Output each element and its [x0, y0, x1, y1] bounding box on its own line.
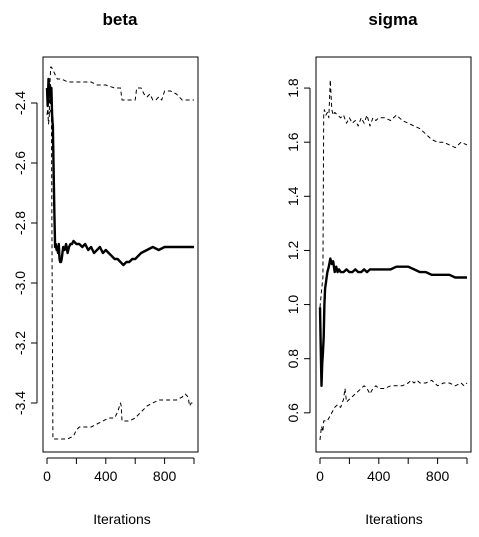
beta-title: beta: [103, 10, 139, 29]
beta-y-tick-label: -3.4: [12, 391, 28, 415]
beta-panel: beta Iterations 0 400 800 -3.4 -3.2 -3.0 -2.8 -…: [12, 10, 198, 527]
beta-y-tick-label: -2.4: [12, 91, 28, 115]
sigma-y-tick-label: 1.6: [285, 132, 301, 152]
sigma-panel: sigma Iterations 0 400 800 0.6 0.8 1.0 1.2 1.4 1…: [285, 10, 471, 527]
beta-y-tick-label: -3.0: [12, 271, 28, 295]
beta-y-tick-label: -2.6: [12, 151, 28, 175]
sigma-y-tick-label: 1.8: [285, 78, 301, 98]
beta-series-dashed-lower: [47, 103, 194, 439]
sigma-x-tick-label: 800: [426, 468, 450, 484]
sigma-title: sigma: [368, 10, 418, 29]
beta-x-axis-label: Iterations: [93, 511, 151, 527]
sigma-x-axis-label: Iterations: [365, 511, 423, 527]
sigma-y-tick-label: 0.8: [285, 349, 301, 369]
sigma-y-tick-label: 1.2: [285, 240, 301, 260]
sigma-x-tick-label: 400: [367, 468, 391, 484]
sigma-x-tick-label: 0: [316, 468, 324, 484]
sigma-y-tick-label: 0.6: [285, 403, 301, 423]
beta-y-tick-label: -3.2: [12, 331, 28, 355]
beta-series-dashed-upper: [47, 67, 194, 124]
beta-y-tick-label: -2.8: [12, 211, 28, 235]
beta-x-tick-label: 800: [153, 468, 177, 484]
sigma-series-solid-thick: [320, 259, 467, 386]
beta-x-tick-label: 0: [43, 468, 51, 484]
sigma-y-tick-label: 1.0: [285, 295, 301, 315]
beta-x-tick-label: 400: [94, 468, 118, 484]
beta-series-solid-thick: [47, 79, 194, 265]
sigma-y-tick-label: 1.4: [285, 186, 301, 206]
sigma-series-dashed-lower: [320, 380, 467, 440]
beta-plot-frame: [43, 57, 198, 452]
